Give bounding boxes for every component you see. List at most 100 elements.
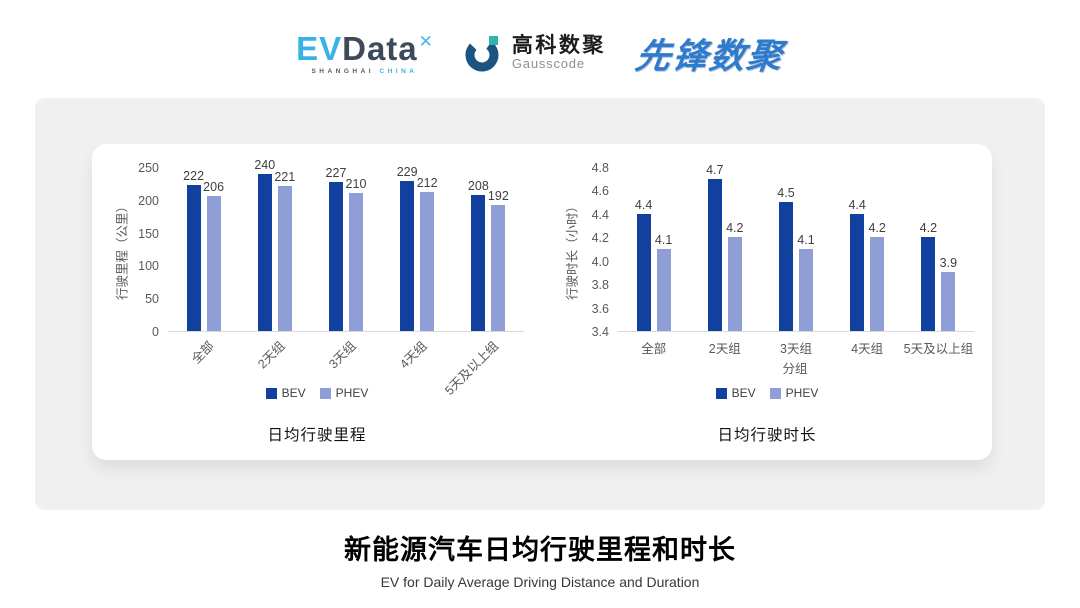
bar-value-label: 222 [183,169,205,184]
gausscode-en-text: Gausscode [511,56,585,72]
legend-label: BEV [281,386,306,400]
legend-label: PHEV [785,386,819,400]
legend-swatch-icon [319,387,331,399]
bar-bev: 4.4 [848,198,866,331]
bar-phev: 221 [274,170,295,331]
y-tick-label: 3.6 [591,301,609,316]
bar-value-label: 208 [467,178,489,193]
duration-plot: 4.4 4.1 全部 4.7 4.2 2天组 4.5 4.1 3天组 4.4 4.2 4天组 4.2 3.… [618,163,974,356]
bar-phev: 192 [488,189,509,331]
x-tick-label: 5天及以上组 [903,342,974,356]
duration-chart: 行驶时长（小时） 3.4 3.6 3.8 4.0 4.2 4.4 4.6 4.8 4.4 4.1… [542,144,992,460]
bar-group: 4.2 3.9 5天及以上组 [904,167,973,356]
y-tick-label: 0 [152,325,159,339]
distance-chart: 行驶里程（公里） 0 50 100 150 200 250 222 206 全部 240 221 2… [92,144,542,460]
x-tick-label: 2天组 [708,342,741,356]
distance-plot: 222 206 全部 240 221 2天组 227 210 3天组 229 212 4天组 208 19… [168,158,524,398]
bar-group: 4.7 4.2 2天组 [692,163,758,356]
bar-phev: 4.1 [797,233,815,331]
xianfeng-logo: 先锋数聚 [632,36,787,76]
y-tick-label: 3.4 [591,325,609,339]
bar-bev: 227 [326,166,346,331]
bar-bev: 4.2 [920,221,937,331]
evdata-china-text: CHINA [379,67,418,75]
bar-value-label: 4.2 [726,221,744,236]
bar-value-label: 4.2 [919,221,938,236]
evdata-ev-text: EV [296,29,343,67]
bar-value-label: 3.9 [939,256,958,271]
legend-swatch-icon [265,387,277,399]
distance-x-axis-area [92,332,542,386]
bar-value-label: 206 [203,179,225,194]
bar-phev: 212 [417,176,438,331]
legend-item-bev: BEV [715,386,756,400]
legend-label: BEV [731,386,756,400]
bar-bev: 229 [397,165,418,331]
bar-phev: 3.9 [940,256,957,331]
duration-y-axis-title-text: 行驶时长（小时） [565,199,580,301]
bar-value-label: 4.4 [634,197,653,212]
bar-value-label: 4.5 [777,186,795,201]
distance-chart-caption: 日均行驶里程 [267,427,367,444]
distance-y-axis-title: 行驶里程（公里） [110,168,132,332]
evdata-shanghai-text: SHANGHAI [311,67,375,75]
y-tick-label: 200 [138,193,159,208]
bar-group: 208 192 5天及以上组 [442,167,521,398]
y-tick-label: 150 [138,226,159,241]
y-tick-label: 4.2 [591,231,609,246]
y-tick-label: 3.8 [591,278,609,293]
footer: 新能源汽车日均行驶里程和时长 EV for Daily Average Driv… [0,528,1080,590]
legend-item-bev: BEV [265,386,306,400]
bar-phev: 4.2 [868,221,886,331]
legend-label: PHEV [335,386,369,400]
bar-bev: 4.4 [635,198,652,331]
distance-y-axis: 0 50 100 150 200 250 [132,161,168,339]
bar-value-label: 4.4 [848,197,866,212]
gausscode-logo: 高科数聚 Gausscode [463,33,606,73]
bar-group: 4.5 4.1 3天组 [763,167,829,356]
bar-value-label: 4.1 [654,233,673,247]
evdata-logo-text: EVData✕ [296,32,433,65]
x-tick-label: 4天组 [851,342,884,356]
evdata-subtext: SHANGHAI CHINA [296,68,433,75]
duration-x-axis-area: 分组 [542,332,992,386]
evdata-x-icon: ✕ [418,31,434,51]
bar-group: 4.4 4.2 4天组 [834,167,900,356]
gausscode-cn-text: 高科数聚 [511,34,606,58]
x-tick-label: 全部 [641,342,667,356]
bar-value-label: 227 [325,166,347,181]
y-tick-label: 4.8 [591,161,609,175]
y-tick-label: 50 [145,292,159,307]
gausscode-logo-icon [465,36,499,72]
bar-phev: 206 [203,180,224,331]
duration-x-axis-title: 分组 [782,362,808,376]
gausscode-logo-texts: 高科数聚 Gausscode [512,34,606,71]
distance-chart-row: 行驶里程（公里） 0 50 100 150 200 250 222 206 全部 240 221 2… [110,158,524,398]
duration-chart-caption: 日均行驶时长 [717,427,817,444]
y-tick-label: 250 [138,161,159,175]
bar-value-label: 4.7 [706,162,724,177]
y-tick-label: 4.0 [591,254,609,269]
chart-panel: 行驶里程（公里） 0 50 100 150 200 250 222 206 全部 240 221 2… [92,144,992,460]
bar-group: 4.4 4.1 全部 [621,167,687,356]
bar-value-label: 229 [396,164,418,179]
distance-y-axis-title-text: 行驶里程（公里） [115,199,130,301]
legend-swatch-icon [715,387,727,399]
bar-value-label: 240 [254,157,276,172]
bar-group: 229 212 4天组 [384,165,450,372]
bar-bev: 240 [254,158,275,331]
duration-y-axis-title: 行驶时长（小时） [560,168,582,332]
bar-phev: 4.1 [655,233,672,331]
bar-bev: 4.7 [706,163,723,331]
bar-value-label: 212 [416,175,438,190]
bar-phev: 210 [346,177,366,331]
bar-group: 222 206 全部 [171,167,237,366]
page-subtitle: EV for Daily Average Driving Distance an… [380,574,700,590]
legend-swatch-icon [769,387,781,399]
bar-value-label: 221 [274,170,296,185]
header-logos: EVData✕ SHANGHAI CHINA 高科数聚 Gausscode 先锋… [0,0,1080,96]
duration-legend: BEV PHEV [715,386,819,400]
bar-value-label: 4.2 [868,221,886,236]
bar-value-label: 4.1 [797,233,815,247]
legend-item-phev: PHEV [769,386,819,400]
